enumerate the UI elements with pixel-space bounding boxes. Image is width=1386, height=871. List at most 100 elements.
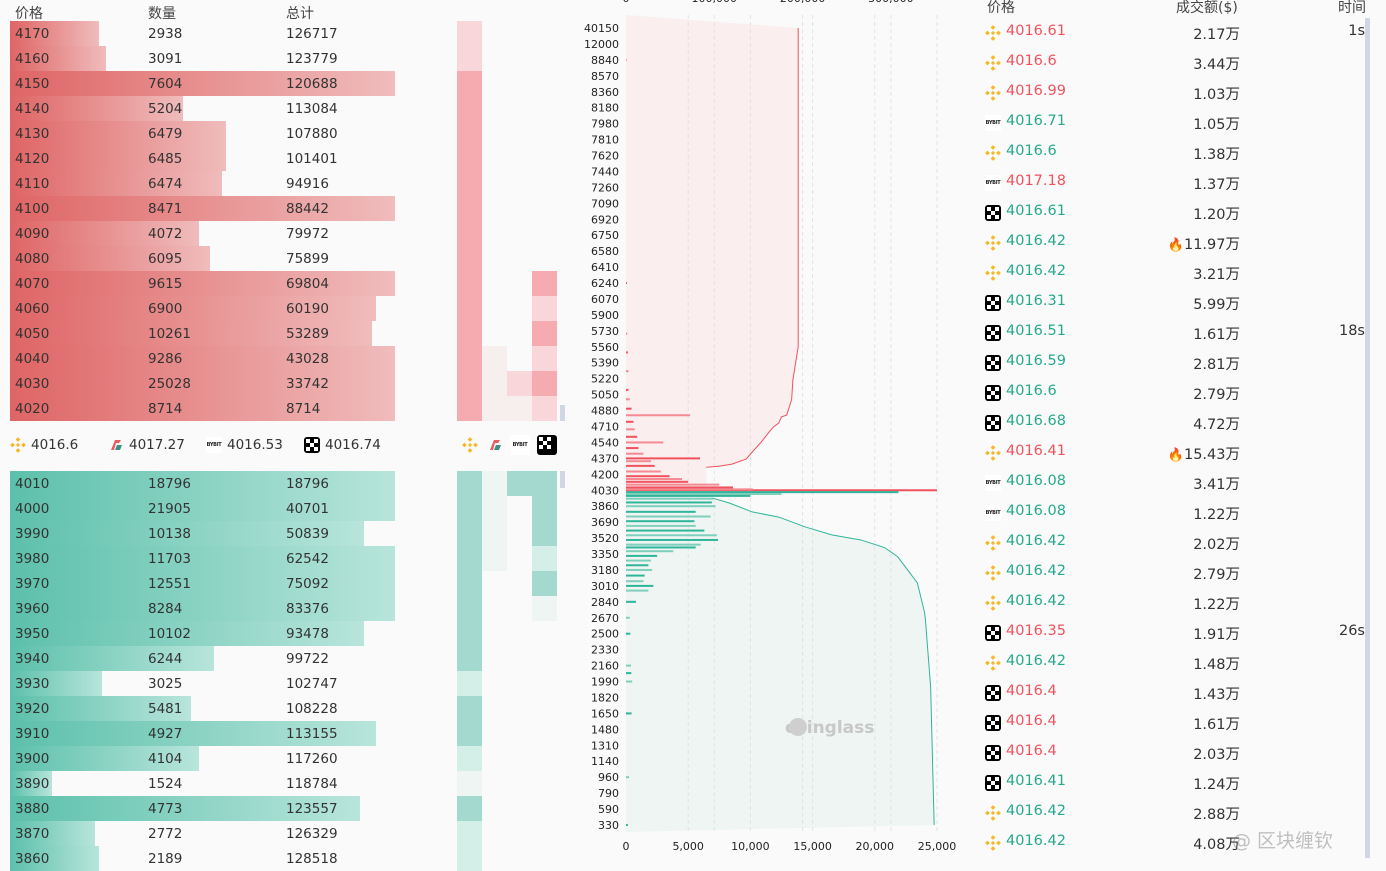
y-tick-label: 2840 (591, 596, 619, 609)
trade-row[interactable]: 4016.35 1.91万 26s (985, 618, 1365, 648)
trade-row[interactable]: 4016.6 1.38万 (985, 138, 1365, 168)
ask-row[interactable]: 4040 9286 43028 (10, 346, 395, 371)
y-tick-label: 4030 (591, 484, 619, 497)
trade-row[interactable]: 4016.68 4.72万 (985, 408, 1365, 438)
y-tick-label: 330 (598, 819, 619, 832)
bid-row[interactable]: 4010 18796 18796 (10, 471, 395, 496)
bid-bar (626, 520, 695, 523)
trade-row[interactable]: 4016.41 🔥15.43万 (985, 438, 1365, 468)
ask-row[interactable]: 4030 25028 33742 (10, 371, 395, 396)
bid-row[interactable]: 4000 21905 40701 (10, 496, 395, 521)
ask-row[interactable]: 4080 6095 75899 (10, 246, 395, 271)
trade-row[interactable]: 4016.42 2.88万 (985, 798, 1365, 828)
trade-amount: 1.24万 (1193, 773, 1240, 794)
y-tick-label: 2500 (591, 628, 619, 641)
ask-bar (626, 441, 664, 444)
ask-row[interactable]: 4110 6474 94916 (10, 171, 395, 196)
bid-row[interactable]: 3870 2772 126329 (10, 821, 395, 846)
trade-row[interactable]: 4016.59 2.81万 (985, 348, 1365, 378)
bid-row[interactable]: 3960 8284 83376 (10, 596, 395, 621)
trade-row[interactable]: 4016.6 2.79万 (985, 378, 1365, 408)
trade-row[interactable]: 4016.4 1.61万 (985, 708, 1365, 738)
trade-row[interactable]: 4016.99 1.03万 (985, 78, 1365, 108)
ask-depth-bar (10, 346, 395, 371)
bid-row[interactable]: 3930 3025 102747 (10, 671, 395, 696)
bid-total: 102747 (286, 676, 338, 692)
trade-row[interactable]: 4016.42 4.08万 (985, 828, 1365, 858)
y-tick-label: 7980 (591, 118, 619, 131)
ask-row[interactable]: 4020 8714 8714 (10, 396, 395, 421)
heatmap-scrollbar-top[interactable] (560, 405, 565, 421)
y-tick-label: 4710 (591, 421, 619, 434)
bid-row[interactable]: 3940 6244 99722 (10, 646, 395, 671)
bid-depth-bar (10, 496, 395, 521)
ask-row[interactable]: 4130 6479 107880 (10, 121, 395, 146)
trade-row[interactable]: 4016.51 1.61万 18s (985, 318, 1365, 348)
bid-row[interactable]: 3910 4927 113155 (10, 721, 395, 746)
bid-row[interactable]: 3980 11703 62542 (10, 546, 395, 571)
bid-row[interactable]: 3950 10102 93478 (10, 621, 395, 646)
ask-row[interactable]: 4090 4072 79972 (10, 221, 395, 246)
bybit-icon: BYBIT (985, 505, 1001, 521)
ask-bar (626, 480, 689, 483)
trade-row[interactable]: 4016.6 3.44万 (985, 48, 1365, 78)
bid-heat-cell (532, 471, 557, 496)
trade-row[interactable]: 4016.42 2.79万 (985, 558, 1365, 588)
ask-row[interactable]: 4070 9615 69804 (10, 271, 395, 296)
bid-row[interactable]: 3900 4104 117260 (10, 746, 395, 771)
trade-row[interactable]: BYBIT 4016.71 1.05万 (985, 108, 1365, 138)
ask-row[interactable]: 4050 10261 53289 (10, 321, 395, 346)
ask-depth-bar (10, 371, 395, 396)
trade-row[interactable]: BYBIT 4016.08 1.22万 (985, 498, 1365, 528)
ask-row[interactable]: 4170 2938 126717 (10, 21, 395, 46)
y-tick-label: 960 (598, 771, 619, 784)
trade-row[interactable]: 4016.61 2.17万 1s (985, 18, 1365, 48)
trade-row[interactable]: 4016.4 1.43万 (985, 678, 1365, 708)
bid-row[interactable]: 3890 1524 118784 (10, 771, 395, 796)
trade-row[interactable]: 4016.42 2.02万 (985, 528, 1365, 558)
heatmap-scrollbar-bottom[interactable] (560, 471, 565, 488)
bid-total: 99722 (286, 651, 329, 667)
ask-row[interactable]: 4100 8471 88442 (10, 196, 395, 221)
trade-row[interactable]: 4016.42 1.48万 (985, 648, 1365, 678)
ask-bar (626, 398, 630, 401)
y-tick-label: 5390 (591, 357, 619, 370)
bid-price: 3950 (15, 626, 50, 642)
slash-exchange-icon[interactable] (487, 437, 503, 453)
trade-row[interactable]: 4016.31 5.99万 (985, 288, 1365, 318)
trade-amount-value: 3.21万 (1193, 267, 1240, 283)
ask-row[interactable]: 4160 3091 123779 (10, 46, 395, 71)
bid-heat-cell (532, 596, 557, 621)
bid-row[interactable]: 3920 5481 108228 (10, 696, 395, 721)
trades-header-price: 价格 (987, 0, 1015, 16)
bid-row[interactable]: 3860 2189 128518 (10, 846, 395, 871)
trade-row[interactable]: 4016.42 🔥11.97万 (985, 228, 1365, 258)
watermark: @ 区块缠钦 (1232, 830, 1334, 852)
okx-icon[interactable] (537, 435, 557, 455)
binance-icon (985, 655, 1001, 671)
ask-row[interactable]: 4120 6485 101401 (10, 146, 395, 171)
bid-bar (626, 559, 651, 562)
trade-row[interactable]: 4016.4 2.03万 (985, 738, 1365, 768)
bid-qty: 8284 (148, 601, 183, 617)
bid-row[interactable]: 3970 12551 75092 (10, 571, 395, 596)
bid-depth-bar (10, 721, 376, 746)
trades-scrollbar[interactable] (1365, 18, 1370, 858)
trade-row[interactable]: BYBIT 4017.18 1.37万 (985, 168, 1365, 198)
trade-amount-value: 1.48万 (1193, 657, 1240, 673)
ask-row[interactable]: 4060 6900 60190 (10, 296, 395, 321)
ask-row[interactable]: 4140 5204 113084 (10, 96, 395, 121)
ask-heat-cell (457, 321, 482, 346)
ask-row[interactable]: 4150 7604 120688 (10, 71, 395, 96)
trade-row[interactable]: BYBIT 4016.08 3.41万 (985, 468, 1365, 498)
trade-row[interactable]: 4016.41 1.24万 (985, 768, 1365, 798)
bybit-icon[interactable]: BYBIT (510, 435, 530, 455)
trade-row[interactable]: 4016.42 3.21万 (985, 258, 1365, 288)
trade-row[interactable]: 4016.42 1.22万 (985, 588, 1365, 618)
bid-row[interactable]: 3880 4773 123557 (10, 796, 395, 821)
bid-total: 117260 (286, 751, 338, 767)
bid-row[interactable]: 3990 10138 50839 (10, 521, 395, 546)
trade-row[interactable]: 4016.61 1.20万 (985, 198, 1365, 228)
ask-total: 113084 (286, 101, 338, 117)
binance-icon[interactable] (462, 437, 478, 453)
